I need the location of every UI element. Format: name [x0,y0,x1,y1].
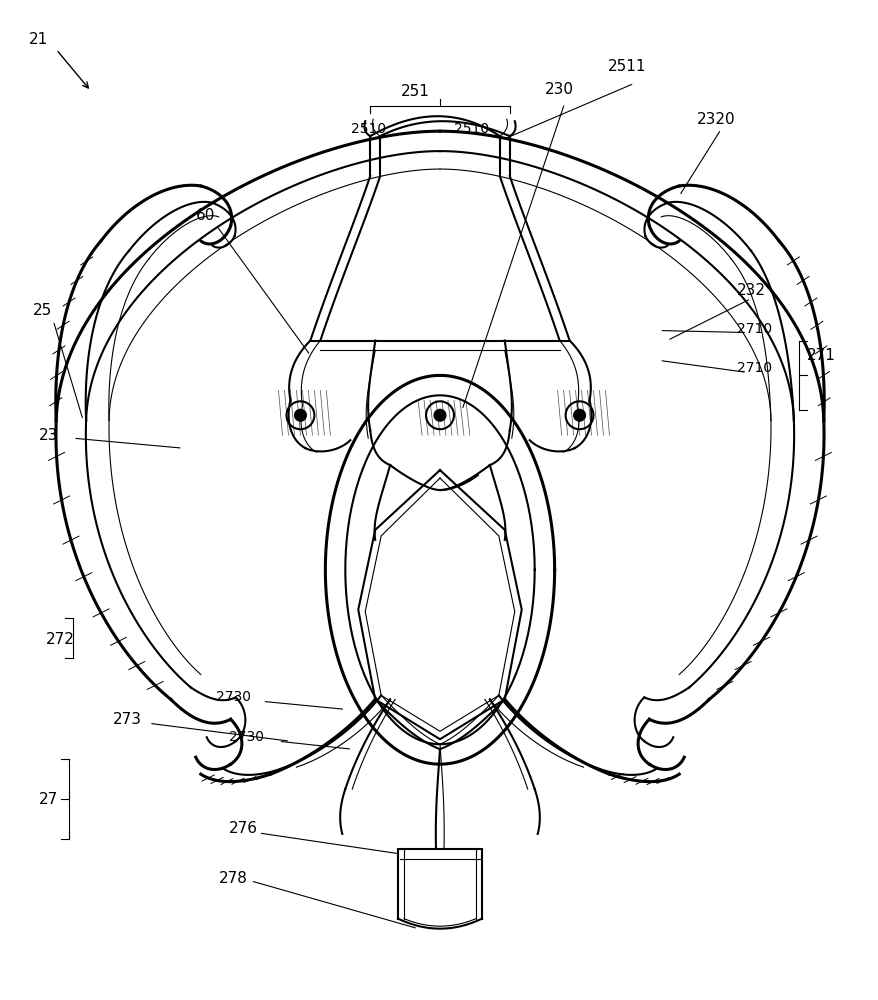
Text: 232: 232 [737,283,766,298]
Text: 276: 276 [228,821,257,836]
Text: 2510: 2510 [350,122,385,136]
Text: 271: 271 [806,348,835,363]
Text: 230: 230 [544,82,573,97]
Text: 2710: 2710 [737,322,771,336]
Text: 2730: 2730 [215,690,250,704]
Text: 23: 23 [40,428,59,443]
Text: 25: 25 [33,303,53,318]
Text: 2710: 2710 [737,361,771,375]
Text: 2510: 2510 [454,122,489,136]
Text: 2320: 2320 [696,112,735,127]
Circle shape [294,409,306,421]
Text: 272: 272 [47,632,75,647]
Text: 273: 273 [113,712,142,727]
Circle shape [573,409,585,421]
Text: 21: 21 [29,32,48,47]
Text: 278: 278 [219,871,248,886]
Text: 60: 60 [196,208,215,223]
Text: 2730: 2730 [228,730,263,744]
Text: 27: 27 [40,792,59,807]
Text: 2511: 2511 [607,59,645,74]
Circle shape [434,409,445,421]
Text: 251: 251 [400,84,429,99]
